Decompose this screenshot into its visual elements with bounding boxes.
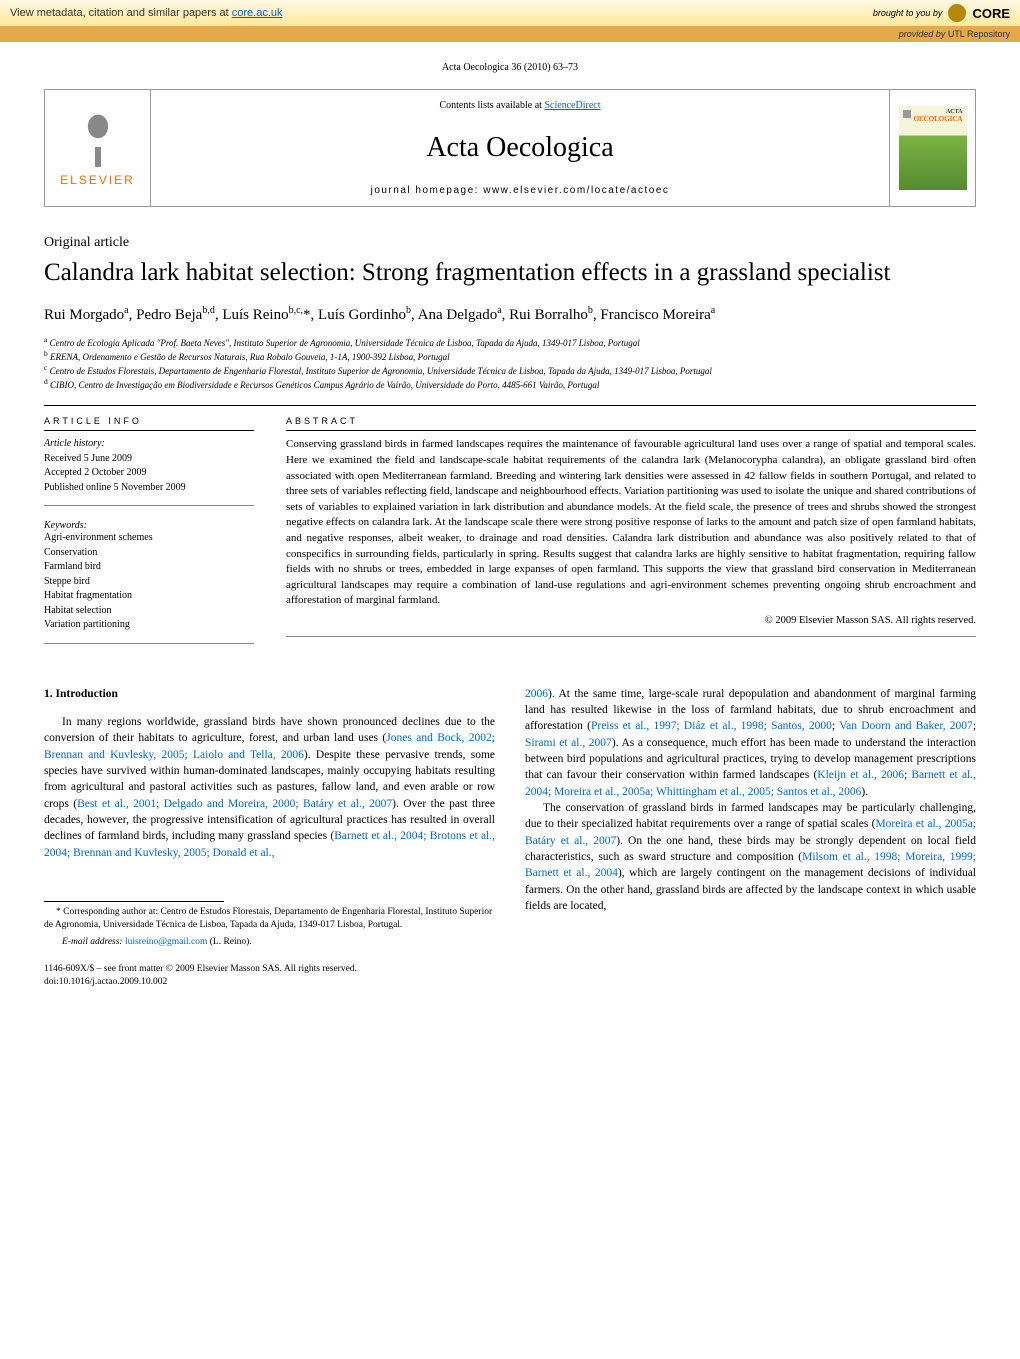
info-divider-2 bbox=[44, 643, 254, 644]
cover-oeco: OECOLOGICA bbox=[913, 115, 962, 123]
email-suffix: (L. Reino). bbox=[207, 937, 251, 947]
keyword: Conservation bbox=[44, 546, 254, 561]
ref-link[interactable]: 2006 bbox=[525, 688, 548, 700]
elsevier-logo-cell: ELSEVIER bbox=[45, 90, 151, 206]
keyword: Variation partitioning bbox=[44, 618, 254, 633]
abstract-col: ABSTRACT Conserving grassland birds in f… bbox=[286, 406, 976, 644]
cover-cell: ACTA OECOLOGICA bbox=[889, 90, 975, 206]
keywords-list: Agri-environment schemes Conservation Fa… bbox=[44, 531, 254, 633]
core-banner-right: brought to you by CORE bbox=[873, 4, 1010, 22]
intro-para-right-1: 2006). At the same time, large-scale rur… bbox=[525, 686, 976, 800]
accepted-line: Accepted 2 October 2009 bbox=[44, 466, 254, 481]
core-link[interactable]: core.ac.uk bbox=[232, 7, 283, 19]
authors: Rui Morgadoa, Pedro Bejab,d, Luís Reinob… bbox=[44, 304, 976, 325]
abstract-divider bbox=[286, 636, 976, 637]
keyword: Agri-environment schemes bbox=[44, 531, 254, 546]
ref-link[interactable]: Kleijn et al., 2006 bbox=[817, 769, 904, 781]
issn-line: 1146-609X/$ – see front matter © 2009 El… bbox=[44, 963, 495, 976]
homepage-line: journal homepage: www.elsevier.com/locat… bbox=[171, 185, 869, 196]
article-history: Article history: Received 5 June 2009 Ac… bbox=[44, 437, 254, 495]
cover-title: ACTA OECOLOGICA bbox=[913, 109, 962, 123]
keyword: Steppe bird bbox=[44, 575, 254, 590]
intro-heading: 1. Introduction bbox=[44, 686, 495, 702]
homepage-prefix: journal homepage: bbox=[371, 185, 484, 196]
contents-prefix: Contents lists available at bbox=[439, 100, 544, 111]
footnote-separator bbox=[44, 901, 224, 902]
affil-c: c Centro de Estudos Florestais, Departam… bbox=[44, 363, 976, 377]
core-banner-left: View metadata, citation and similar pape… bbox=[10, 7, 283, 19]
article-type: Original article bbox=[44, 235, 976, 251]
journal-header: ELSEVIER Contents lists available at Sci… bbox=[44, 89, 976, 207]
keywords-label: Keywords: bbox=[44, 520, 254, 531]
affil-d: d CIBIO, Centro de Investigação em Biodi… bbox=[44, 377, 976, 391]
core-banner: View metadata, citation and similar pape… bbox=[0, 0, 1020, 26]
provided-prefix: provided by bbox=[899, 29, 948, 39]
email-link[interactable]: luisreino@gmail.com bbox=[125, 937, 207, 947]
ref-link[interactable]: Preiss et al., 1997; Diáz et al., 1998; … bbox=[591, 720, 832, 732]
keyword: Habitat selection bbox=[44, 604, 254, 619]
intro-para-right-2: The conservation of grassland birds in f… bbox=[525, 800, 976, 914]
doi-line: doi:10.1016/j.actao.2009.10.002 bbox=[44, 976, 495, 989]
footer-block: 1146-609X/$ – see front matter © 2009 El… bbox=[44, 963, 495, 990]
email-footnote: E-mail address: luisreino@gmail.com (L. … bbox=[44, 936, 495, 949]
history-label: Article history: bbox=[44, 437, 254, 452]
email-label: E-mail address: bbox=[62, 937, 125, 947]
keyword: Habitat fragmentation bbox=[44, 589, 254, 604]
homepage-url: www.elsevier.com/locate/actoec bbox=[483, 185, 669, 196]
body-col-left: 1. Introduction In many regions worldwid… bbox=[44, 686, 495, 990]
elsevier-tree-icon bbox=[63, 109, 133, 167]
article-info-label: ARTICLE INFO bbox=[44, 416, 254, 431]
keyword: Farmland bird bbox=[44, 560, 254, 575]
article-info-col: ARTICLE INFO Article history: Received 5… bbox=[44, 406, 254, 644]
core-icon bbox=[948, 4, 966, 22]
sciencedirect-link[interactable]: ScienceDirect bbox=[544, 100, 600, 111]
abstract-label: ABSTRACT bbox=[286, 416, 976, 431]
citation-line: Acta Oecologica 36 (2010) 63–73 bbox=[44, 62, 976, 73]
ref-link[interactable]: Van Doorn and Baker, 2007 bbox=[839, 720, 973, 732]
journal-cover-thumb: ACTA OECOLOGICA bbox=[899, 106, 967, 190]
received-line: Received 5 June 2009 bbox=[44, 452, 254, 467]
provided-source: UTL Repository bbox=[948, 29, 1010, 39]
info-abstract-row: ARTICLE INFO Article history: Received 5… bbox=[44, 406, 976, 644]
abstract-text: Conserving grassland birds in farmed lan… bbox=[286, 437, 976, 609]
abstract-copyright: © 2009 Elsevier Masson SAS. All rights r… bbox=[286, 615, 976, 626]
core-brand: CORE bbox=[972, 6, 1010, 21]
affiliations: a Centro de Ecologia Aplicada "Prof. Bae… bbox=[44, 335, 976, 392]
ref-link[interactable]: Sirami et al., 2007 bbox=[525, 737, 612, 749]
affil-a: a Centro de Ecologia Aplicada "Prof. Bae… bbox=[44, 335, 976, 349]
body-col-right: 2006). At the same time, large-scale rur… bbox=[525, 686, 976, 990]
provided-by-bar: provided by UTL Repository bbox=[0, 26, 1020, 42]
journal-name: Acta Oecologica bbox=[171, 132, 869, 164]
body-columns: 1. Introduction In many regions worldwid… bbox=[44, 686, 976, 990]
core-right-prefix: brought to you by bbox=[873, 8, 943, 18]
affil-b: b ERENA, Ordenamento e Gestão de Recurso… bbox=[44, 349, 976, 363]
header-center: Contents lists available at ScienceDirec… bbox=[151, 90, 889, 206]
corresponding-footnote: * Corresponding author at: Centro de Est… bbox=[44, 906, 495, 932]
contents-line: Contents lists available at ScienceDirec… bbox=[171, 100, 869, 111]
ref-link[interactable]: Best et al., 2001; Delgado and Moreira, … bbox=[77, 798, 392, 810]
intro-para-left: In many regions worldwide, grassland bir… bbox=[44, 714, 495, 861]
published-line: Published online 5 November 2009 bbox=[44, 481, 254, 496]
info-divider bbox=[44, 505, 254, 506]
elsevier-text: ELSEVIER bbox=[60, 173, 135, 187]
article-title: Calandra lark habitat selection: Strong … bbox=[44, 257, 976, 290]
core-left-prefix: View metadata, citation and similar pape… bbox=[10, 7, 232, 19]
